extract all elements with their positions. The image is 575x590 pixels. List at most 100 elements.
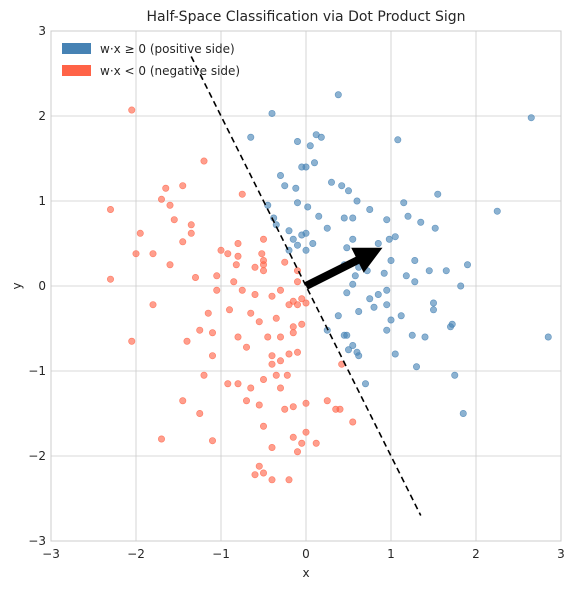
negative-point — [238, 286, 246, 294]
positive-point — [247, 133, 255, 141]
negative-point — [281, 258, 289, 266]
positive-point — [459, 409, 467, 417]
negative-point — [285, 476, 293, 484]
negative-point — [251, 290, 259, 298]
positive-point — [317, 133, 325, 141]
negative-point — [187, 229, 195, 237]
negative-point — [192, 273, 200, 281]
negative-point — [243, 397, 251, 405]
negative-point — [293, 278, 301, 286]
negative-point — [259, 422, 267, 430]
negative-point — [258, 250, 266, 258]
decision-boundary-line — [190, 56, 422, 516]
negative-point — [247, 309, 255, 317]
negative-point — [259, 261, 267, 269]
positive-point — [285, 227, 293, 235]
positive-point — [302, 229, 310, 237]
weight-vector-arrow — [304, 247, 383, 290]
positive-point — [408, 331, 416, 339]
negative-point — [132, 250, 140, 258]
negative-point — [285, 301, 293, 309]
negative-point — [213, 286, 221, 294]
positive-point — [431, 224, 439, 232]
negative-point — [128, 337, 136, 345]
negative-point — [302, 428, 310, 436]
negative-point — [298, 320, 306, 328]
positive-point — [442, 267, 450, 275]
positive-point — [421, 333, 429, 341]
positive-point — [343, 331, 351, 339]
axes — [50, 30, 562, 542]
positive-point — [323, 224, 331, 232]
positive-point — [397, 312, 405, 320]
negative-point — [289, 323, 297, 331]
negative-point — [259, 235, 267, 243]
negative-point — [217, 246, 225, 254]
y-tick-label: −2 — [28, 449, 46, 463]
x-tick-label: 1 — [387, 547, 395, 561]
legend-label-positive: w·x ≥ 0 (positive side) — [100, 42, 235, 56]
positive-point — [298, 163, 306, 171]
negative-point — [226, 306, 234, 314]
x-tick-label: 0 — [302, 547, 310, 561]
negative-point — [255, 318, 263, 326]
y-axis-label: y — [10, 282, 24, 289]
negative-point — [200, 157, 208, 165]
positive-point — [493, 207, 501, 215]
y-tick-label: −3 — [28, 534, 46, 548]
negative-point — [234, 240, 242, 248]
positive-point — [344, 187, 352, 195]
positive-point — [349, 235, 357, 243]
positive-point — [394, 136, 402, 144]
negative-point — [293, 348, 301, 356]
legend: w·x ≥ 0 (positive side) w·x < 0 (negative… — [62, 42, 240, 78]
negative-point — [243, 343, 251, 351]
x-tick-label: −2 — [127, 547, 145, 561]
positive-point — [391, 350, 399, 358]
positive-point — [349, 341, 357, 349]
negative-point — [268, 360, 276, 368]
positive-point — [391, 233, 399, 241]
negative-point — [209, 437, 217, 445]
negative-point — [166, 261, 174, 269]
positive-point — [306, 142, 314, 150]
negative-point — [289, 403, 297, 411]
positive-point — [370, 303, 378, 311]
positive-point — [383, 301, 391, 309]
positive-point — [343, 244, 351, 252]
negative-point — [272, 314, 280, 322]
negative-point — [259, 267, 267, 275]
positive-point — [264, 201, 272, 209]
negative-point — [183, 337, 191, 345]
positive-point — [366, 206, 374, 214]
negative-point — [259, 469, 267, 477]
legend-label-negative: w·x < 0 (negative side) — [100, 64, 240, 78]
negative-point — [107, 275, 115, 283]
positive-point — [374, 240, 382, 248]
positive-point — [380, 269, 388, 277]
positive-point — [334, 312, 342, 320]
negative-point — [158, 435, 166, 443]
negative-point — [234, 380, 242, 388]
positive-point — [366, 295, 374, 303]
negative-point — [276, 333, 284, 341]
negative-point — [234, 252, 242, 260]
positive-point — [412, 363, 420, 371]
y-tick-label: 0 — [38, 279, 46, 293]
x-tick-label: −3 — [42, 547, 60, 561]
negative-point — [251, 471, 259, 479]
positive-point — [293, 199, 301, 207]
positive-point — [387, 256, 395, 264]
negative-point — [232, 261, 240, 269]
negative-point — [323, 397, 331, 405]
negative-point — [268, 443, 276, 451]
negative-point — [302, 399, 310, 407]
negative-point — [136, 229, 144, 237]
positive-point — [402, 272, 410, 280]
positive-point — [463, 261, 471, 269]
negative-point — [179, 238, 187, 246]
tick-labels: −3 −2 −1 0 1 2 3 −3 −2 −1 0 1 2 3 — [28, 24, 565, 561]
positive-point — [385, 235, 393, 243]
weight-vector-layer — [304, 247, 383, 290]
negative-point — [272, 371, 280, 379]
